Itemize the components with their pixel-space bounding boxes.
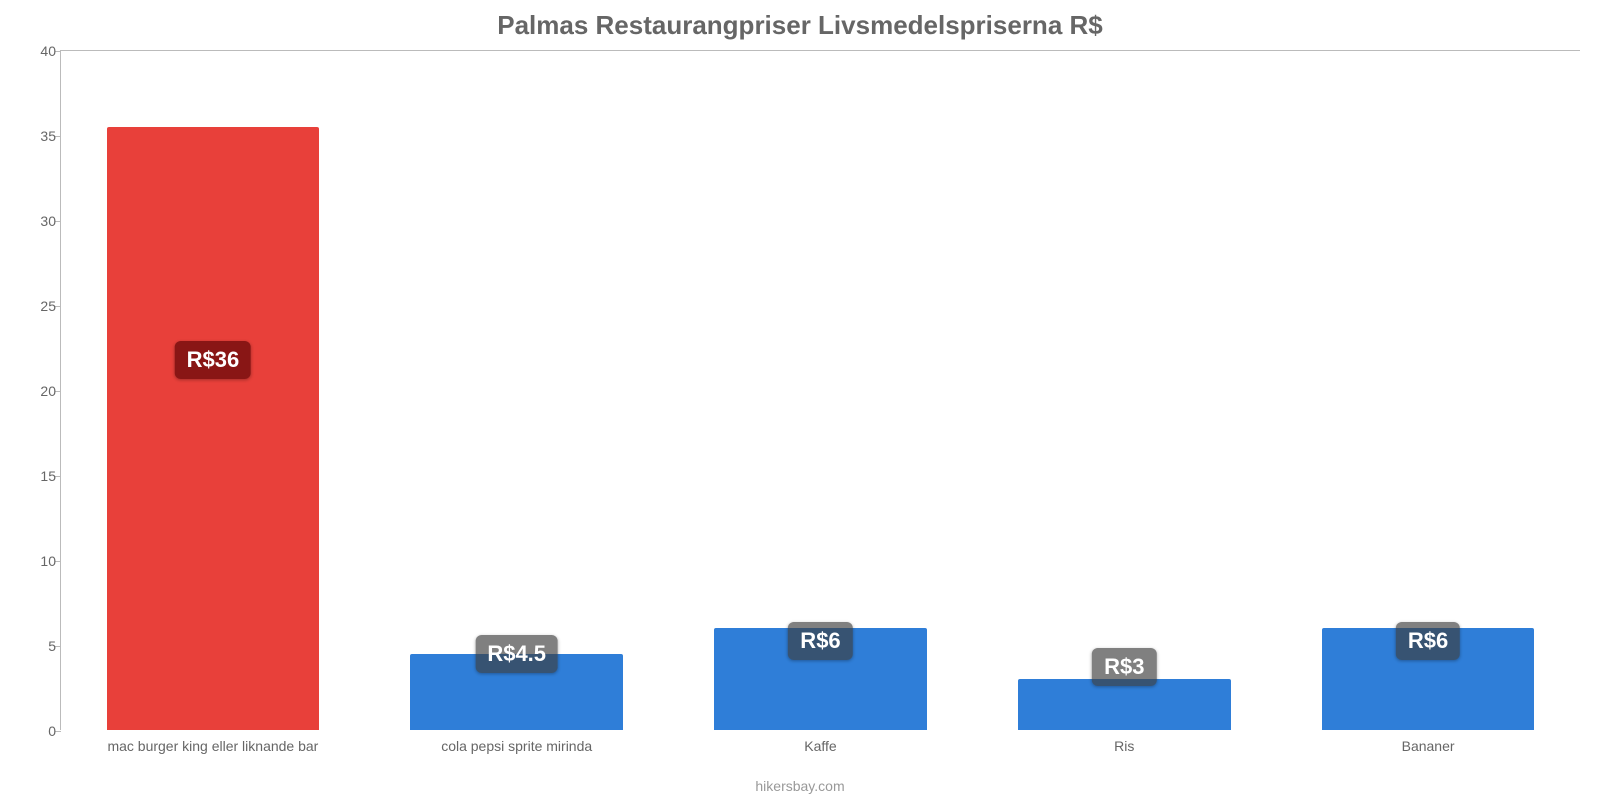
bar: R$6	[1322, 628, 1535, 730]
y-tick-label: 40	[16, 43, 56, 59]
y-tick-label: 10	[16, 553, 56, 569]
x-axis-label: Kaffe	[804, 738, 836, 754]
y-tick-label: 35	[16, 128, 56, 144]
plot-area: R$36mac burger king eller liknande barR$…	[60, 50, 1580, 730]
y-tick-label: 20	[16, 383, 56, 399]
x-axis-label: mac burger king eller liknande bar	[107, 738, 318, 754]
bar: R$36	[107, 127, 320, 731]
x-axis-label: cola pepsi sprite mirinda	[441, 738, 592, 754]
x-axis-label: Ris	[1114, 738, 1134, 754]
y-tick-label: 0	[16, 723, 56, 739]
chart-container: Palmas Restaurangpriser Livsmedelspriser…	[0, 0, 1600, 800]
bar-value-badge: R$6	[1396, 622, 1460, 660]
bar-slot: R$3Ris	[972, 51, 1276, 730]
bar-value-badge: R$6	[788, 622, 852, 660]
bar: R$4.5	[410, 654, 623, 731]
bar-slot: R$6Bananer	[1276, 51, 1580, 730]
bar-slot: R$6Kaffe	[669, 51, 973, 730]
chart-title: Palmas Restaurangpriser Livsmedelspriser…	[0, 10, 1600, 41]
x-axis-label: Bananer	[1402, 738, 1455, 754]
bar: R$6	[714, 628, 927, 730]
y-tick-label: 25	[16, 298, 56, 314]
bar-value-badge: R$36	[175, 341, 252, 379]
bar: R$3	[1018, 679, 1231, 730]
bar-value-badge: R$4.5	[475, 635, 558, 673]
bars-area: R$36mac burger king eller liknande barR$…	[61, 51, 1580, 730]
bar-value-badge: R$3	[1092, 648, 1156, 686]
y-tick-label: 30	[16, 213, 56, 229]
bar-slot: R$36mac burger king eller liknande bar	[61, 51, 365, 730]
y-tick-label: 15	[16, 468, 56, 484]
bar-slot: R$4.5cola pepsi sprite mirinda	[365, 51, 669, 730]
attribution-text: hikersbay.com	[0, 778, 1600, 794]
y-tick-label: 5	[16, 638, 56, 654]
